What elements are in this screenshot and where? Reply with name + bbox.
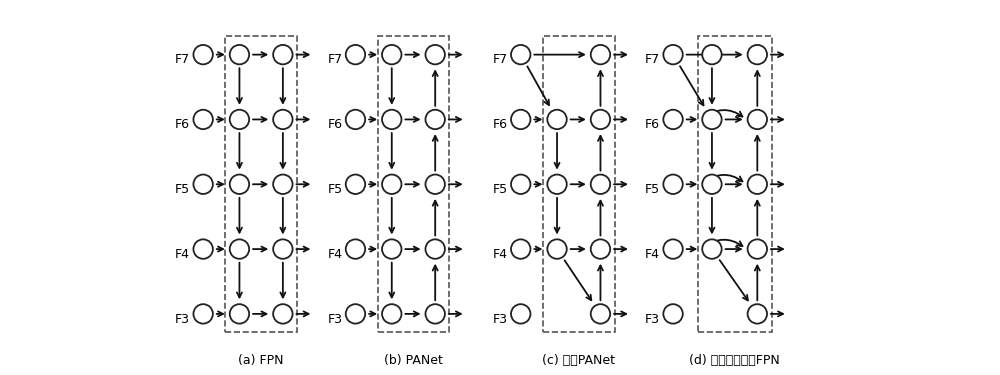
Circle shape <box>748 239 767 259</box>
Text: F7: F7 <box>645 53 660 66</box>
Circle shape <box>273 304 293 324</box>
Text: F6: F6 <box>493 118 508 131</box>
Text: (b) PANet: (b) PANet <box>384 354 443 367</box>
Bar <box>225 36 297 332</box>
Circle shape <box>346 174 365 194</box>
Text: F4: F4 <box>328 248 342 261</box>
Circle shape <box>591 110 610 129</box>
Circle shape <box>230 239 249 259</box>
Circle shape <box>511 239 530 259</box>
Circle shape <box>425 110 445 129</box>
Text: F4: F4 <box>493 248 508 261</box>
Circle shape <box>230 174 249 194</box>
Text: (d) 双向跳跃连接FPN: (d) 双向跳跃连接FPN <box>689 354 780 367</box>
Circle shape <box>230 110 249 129</box>
Circle shape <box>273 110 293 129</box>
Text: F3: F3 <box>328 312 342 326</box>
Circle shape <box>382 239 401 259</box>
Circle shape <box>702 110 722 129</box>
Text: F4: F4 <box>175 248 190 261</box>
Circle shape <box>591 174 610 194</box>
Circle shape <box>382 174 401 194</box>
Circle shape <box>663 239 683 259</box>
Circle shape <box>382 110 401 129</box>
Circle shape <box>382 304 401 324</box>
Bar <box>543 36 615 332</box>
Circle shape <box>663 304 683 324</box>
Circle shape <box>511 174 530 194</box>
Text: F7: F7 <box>327 53 342 66</box>
Circle shape <box>273 45 293 64</box>
Circle shape <box>425 174 445 194</box>
Text: F6: F6 <box>175 118 190 131</box>
Text: F3: F3 <box>645 312 660 326</box>
Circle shape <box>547 174 567 194</box>
Circle shape <box>702 45 722 64</box>
Text: F6: F6 <box>645 118 660 131</box>
Circle shape <box>511 110 530 129</box>
Circle shape <box>346 304 365 324</box>
Circle shape <box>193 110 213 129</box>
Text: F6: F6 <box>328 118 342 131</box>
Circle shape <box>193 174 213 194</box>
Circle shape <box>748 45 767 64</box>
Circle shape <box>547 110 567 129</box>
Circle shape <box>346 239 365 259</box>
Circle shape <box>193 45 213 64</box>
Circle shape <box>511 45 530 64</box>
Circle shape <box>273 174 293 194</box>
Circle shape <box>748 110 767 129</box>
Text: F7: F7 <box>493 53 508 66</box>
Circle shape <box>591 239 610 259</box>
Circle shape <box>511 304 530 324</box>
Text: F5: F5 <box>327 183 342 196</box>
Circle shape <box>702 174 722 194</box>
Circle shape <box>193 239 213 259</box>
Circle shape <box>193 304 213 324</box>
Text: (c) 简化PANet: (c) 简化PANet <box>542 354 615 367</box>
Text: F5: F5 <box>645 183 660 196</box>
Circle shape <box>382 45 401 64</box>
Bar <box>378 36 449 332</box>
Circle shape <box>273 239 293 259</box>
Circle shape <box>663 174 683 194</box>
Circle shape <box>591 304 610 324</box>
Circle shape <box>591 45 610 64</box>
Circle shape <box>346 45 365 64</box>
Text: F4: F4 <box>645 248 660 261</box>
Text: F3: F3 <box>175 312 190 326</box>
Circle shape <box>425 304 445 324</box>
Circle shape <box>346 110 365 129</box>
Circle shape <box>547 239 567 259</box>
Circle shape <box>748 174 767 194</box>
Circle shape <box>230 45 249 64</box>
Circle shape <box>425 45 445 64</box>
Circle shape <box>230 304 249 324</box>
Text: F5: F5 <box>175 183 190 196</box>
Text: F7: F7 <box>175 53 190 66</box>
Circle shape <box>663 110 683 129</box>
Text: (a) FPN: (a) FPN <box>238 354 284 367</box>
Circle shape <box>425 239 445 259</box>
Circle shape <box>663 45 683 64</box>
Text: F5: F5 <box>493 183 508 196</box>
Bar <box>698 36 772 332</box>
Circle shape <box>702 239 722 259</box>
Text: F3: F3 <box>493 312 508 326</box>
Circle shape <box>748 304 767 324</box>
